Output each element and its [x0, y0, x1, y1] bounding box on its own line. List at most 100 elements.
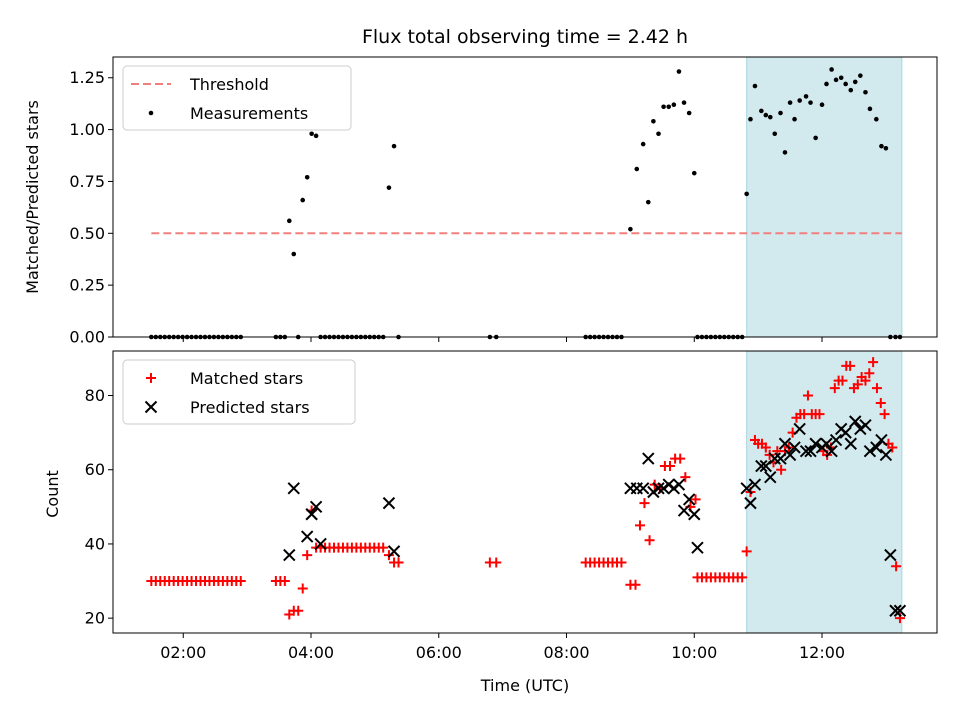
- measurement-point: [748, 116, 753, 122]
- x-tick-label: 08:00: [543, 643, 589, 662]
- predicted-star-point: [382, 496, 396, 510]
- matched-star-point: [837, 375, 848, 386]
- predicted-star-point: [778, 437, 792, 450]
- measurement-point: [752, 83, 758, 89]
- measurement-point: [656, 131, 661, 137]
- predicted-star-point: [893, 604, 907, 617]
- predicted-star-point: [788, 441, 801, 454]
- measurement-point: [634, 166, 640, 172]
- predicted-star-point: [642, 452, 655, 465]
- matched-star-point: [634, 520, 645, 531]
- matched-star-point: [852, 379, 863, 390]
- matched-star-point: [860, 375, 871, 386]
- measurement-point: [386, 185, 392, 190]
- matched-star-point: [891, 561, 902, 572]
- predicted-star-point: [764, 470, 777, 484]
- measurement-point: [772, 131, 778, 137]
- top-y-axis-label: Matched/Predicted stars: [23, 100, 42, 294]
- measurement-point: [300, 197, 306, 203]
- x-tick-label: 04:00: [288, 643, 334, 662]
- measurement-point: [645, 199, 651, 205]
- predicted-star-point: [744, 496, 757, 510]
- predicted-star-point: [859, 419, 872, 432]
- measurement-point: [778, 110, 783, 116]
- measurement-point: [863, 89, 868, 95]
- measurement-point: [313, 133, 319, 139]
- x-tick-label: 02:00: [160, 643, 206, 662]
- bottom-y-tick-label: 60: [85, 460, 105, 479]
- matched-star-point: [378, 542, 389, 553]
- measurement-point: [681, 100, 687, 105]
- predicted-star-point: [740, 482, 753, 495]
- measurement-point: [808, 100, 813, 105]
- predicted-star-point: [682, 493, 696, 506]
- measurement-point: [286, 218, 292, 224]
- matched-star-point: [639, 498, 650, 509]
- legend-matched-swatch: [146, 373, 156, 383]
- measurement-point: [813, 135, 818, 141]
- measurement-point: [744, 191, 749, 197]
- measurement-point: [628, 226, 633, 232]
- predicted-star-point: [793, 422, 806, 436]
- matched-star-point: [675, 453, 686, 464]
- predicted-star-point: [825, 444, 838, 458]
- matched-star-point: [302, 550, 313, 561]
- bottom-y-tick-label: 80: [85, 386, 105, 405]
- matched-star-point: [279, 576, 290, 587]
- measurement-point: [676, 69, 682, 74]
- measurement-point: [792, 116, 797, 122]
- legend-box: [122, 65, 352, 131]
- measurement-point: [829, 67, 834, 72]
- chart-title: Flux total observing time = 2.42 h: [362, 26, 688, 48]
- matched-star-point: [875, 397, 886, 408]
- legend-box: [122, 359, 356, 425]
- legend-label: Matched stars: [190, 369, 303, 388]
- measurement-point: [848, 87, 854, 93]
- measurement-point: [309, 131, 314, 137]
- top-highlight-span: [746, 56, 903, 338]
- measurement-point: [803, 94, 809, 99]
- measurement-point: [304, 174, 310, 180]
- predicted-star-point: [768, 452, 781, 465]
- predicted-star-point: [759, 459, 773, 473]
- x-axis-label: Time (UTC): [480, 676, 569, 695]
- matched-star-point: [737, 572, 748, 583]
- predicted-star-point: [691, 541, 704, 554]
- predicted-star-point: [870, 441, 883, 454]
- measurement-point: [787, 100, 793, 105]
- top-panel: 0.00 0.25 0.50 0.75 1.00 1.25 Threshold Measure…: [69, 56, 938, 347]
- predicted-star-point: [804, 444, 817, 458]
- measurement-point: [640, 141, 646, 147]
- predicted-star-point: [783, 448, 797, 462]
- matched-star-point: [741, 546, 752, 557]
- matched-star-point: [664, 461, 675, 472]
- matched-star-point: [887, 442, 898, 453]
- predicted-star-point: [839, 426, 852, 439]
- predicted-star-point: [844, 437, 857, 450]
- top-y-tick-label: 0.50: [69, 224, 105, 243]
- x-tick-label: 10:00: [671, 643, 717, 662]
- predicted-star-point: [688, 508, 701, 521]
- measurement-point: [833, 77, 839, 83]
- predicted-star-point: [774, 452, 787, 465]
- measurement-point: [666, 104, 672, 110]
- legend-label: Measurements: [190, 104, 308, 123]
- matched-star-point: [644, 535, 655, 546]
- legend-label: Threshold: [189, 75, 269, 94]
- predicted-star-point: [809, 437, 822, 450]
- x-tick-label: 06:00: [416, 643, 462, 662]
- matched-star-point: [690, 494, 701, 505]
- measurement-point: [797, 98, 802, 103]
- matched-star-point: [297, 583, 308, 594]
- predicted-star-point: [672, 478, 686, 491]
- top-y-tick-label: 1.25: [69, 68, 105, 87]
- measurement-point: [867, 106, 873, 112]
- matched-star-point: [864, 368, 875, 379]
- measurement-point: [661, 104, 666, 110]
- measurement-point: [883, 145, 889, 151]
- measurement-point: [879, 143, 884, 149]
- measurement-point: [874, 116, 879, 122]
- predicted-star-point: [287, 482, 300, 495]
- legend-predicted-swatch: [144, 400, 158, 414]
